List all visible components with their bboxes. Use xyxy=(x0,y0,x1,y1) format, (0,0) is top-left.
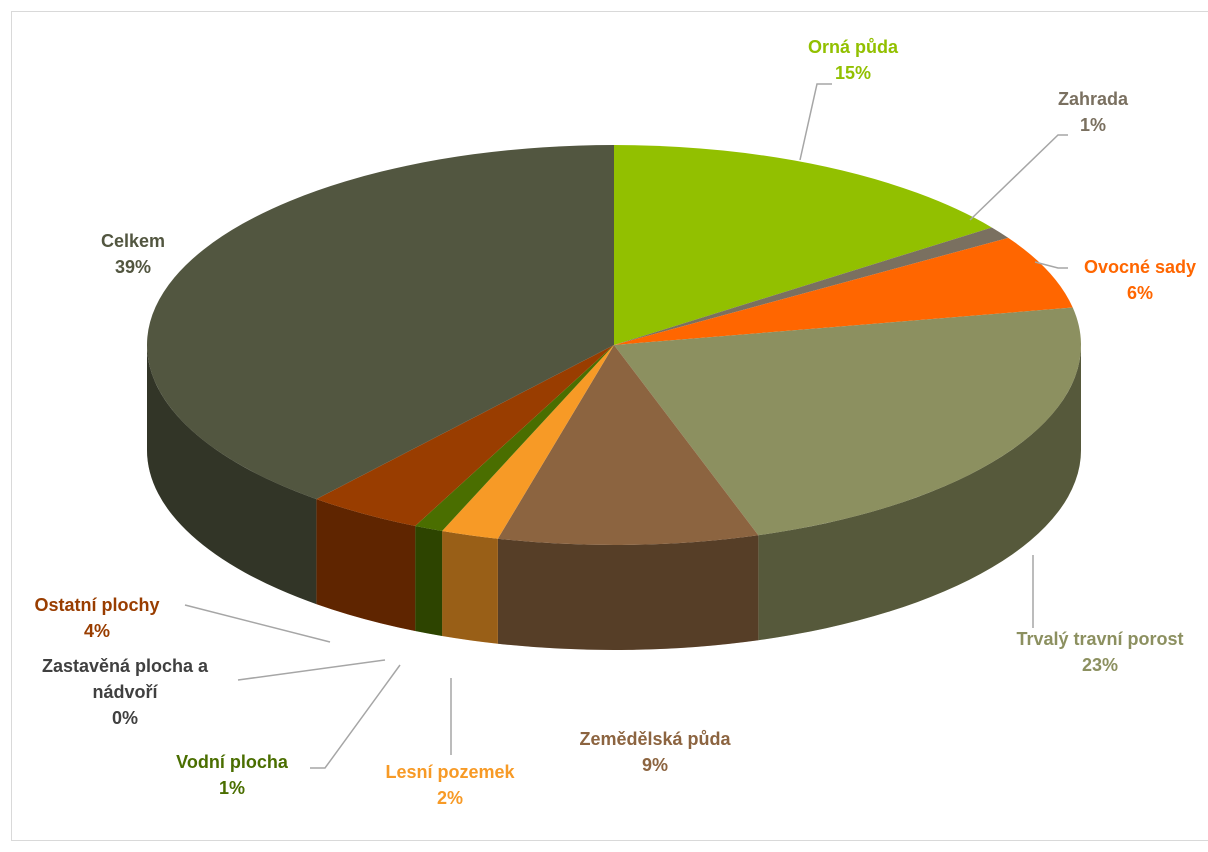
label-category: Ovocné sady xyxy=(1083,257,1197,277)
slice xyxy=(497,345,759,545)
label-value: 4% xyxy=(83,621,111,641)
leader-line xyxy=(799,83,832,161)
slice-side xyxy=(316,499,416,631)
slice xyxy=(442,345,614,539)
chart-frame xyxy=(11,11,1208,841)
side-shade xyxy=(415,525,443,636)
label-value: 0% xyxy=(111,708,138,728)
label-category: Zemědělská půda xyxy=(579,729,731,749)
slice xyxy=(415,345,614,531)
label-category: Celkem xyxy=(100,231,166,251)
data-label: Vodní plocha 1% xyxy=(176,749,288,801)
slice xyxy=(614,237,1073,345)
slice-side xyxy=(497,535,759,650)
leader-line xyxy=(310,664,401,769)
data-label: Zemědělská půda 9% xyxy=(579,726,730,778)
label-category: Lesní pozemek xyxy=(385,762,515,782)
leader-line xyxy=(184,604,331,643)
slice xyxy=(614,307,1081,536)
label-category: Zahrada xyxy=(1057,89,1129,109)
leader-line xyxy=(969,134,1068,221)
side-shade xyxy=(442,530,498,644)
data-label: Lesní pozemek 2% xyxy=(385,759,514,811)
data-label: Zastavěná plocha a nádvoří 0% xyxy=(18,653,233,731)
side-shade xyxy=(147,345,317,605)
label-category: Orná půda xyxy=(807,37,899,57)
label-value: 15% xyxy=(834,63,872,83)
label-category: Vodní plocha xyxy=(176,752,288,772)
label-value: 1% xyxy=(1079,115,1106,135)
slice-side xyxy=(442,530,498,644)
leader-line xyxy=(1034,261,1068,269)
data-label: Celkem 39% xyxy=(101,228,165,280)
slice-side xyxy=(758,345,1081,641)
label-category: Zastavěná plocha a nádvoří xyxy=(41,656,209,702)
label-value: 9% xyxy=(641,755,668,775)
label-value: 1% xyxy=(218,778,246,798)
side-shade xyxy=(316,499,416,631)
side-shade xyxy=(758,345,1081,641)
data-label: Ovocné sady 6% xyxy=(1084,254,1196,306)
label-value: 2% xyxy=(436,788,464,808)
data-label: Orná půda 15% xyxy=(808,34,898,86)
data-label: Trvalý travní porost 23% xyxy=(1016,626,1183,678)
tops xyxy=(146,145,1081,545)
label-value: 23% xyxy=(1081,655,1119,675)
label-value: 39% xyxy=(114,257,152,277)
slice-side xyxy=(147,345,317,605)
slice xyxy=(316,345,614,526)
slice xyxy=(614,145,992,345)
sides xyxy=(147,345,1081,650)
data-label: Zahrada 1% xyxy=(1058,86,1128,138)
slice xyxy=(146,145,614,500)
slice-side xyxy=(415,525,443,636)
label-value: 6% xyxy=(1126,283,1153,303)
data-label: Ostatní plochy 4% xyxy=(34,592,159,644)
leader-line xyxy=(237,659,386,681)
label-category: Ostatní plochy xyxy=(34,595,160,615)
side-shade xyxy=(497,535,759,650)
slice xyxy=(614,227,1009,345)
label-category: Trvalý travní porost xyxy=(1016,629,1184,649)
